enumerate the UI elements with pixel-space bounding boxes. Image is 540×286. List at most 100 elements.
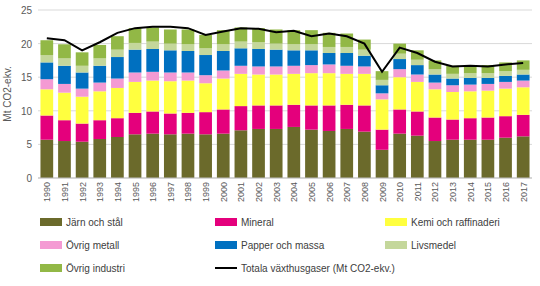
x-tick-label: 1996 (148, 182, 158, 202)
y-tick-label: 25 (21, 5, 33, 16)
bar-segment (305, 105, 318, 129)
bar-segment (164, 72, 177, 81)
bar-segment (40, 140, 53, 178)
bar-segment (40, 79, 53, 89)
x-tick-label: 2003 (272, 182, 282, 202)
bar-segment (111, 118, 124, 137)
bar-segment (217, 109, 230, 133)
bar-segment (464, 140, 477, 178)
bar-segment (287, 66, 300, 74)
legend-label: Totala växthusgaser (Mt CO2-ekv.) (241, 263, 395, 274)
bar-segment (164, 134, 177, 178)
legend-label: Livsmedel (411, 240, 456, 251)
bar-segment (146, 134, 159, 178)
bar-segment (129, 72, 142, 81)
bar-segment (358, 105, 371, 131)
bar-segment (429, 69, 442, 74)
bar-segment (517, 60, 530, 69)
y-tick-label: 5 (26, 139, 32, 150)
x-tick-label: 2009 (378, 182, 388, 202)
bar-segment (482, 91, 495, 118)
bar-segment (464, 73, 477, 78)
x-tick-label: 1997 (166, 182, 176, 202)
legend-label: Papper och massa (241, 240, 325, 251)
bar-segment (199, 55, 212, 75)
bar-segment (40, 55, 53, 62)
bar-segment (199, 83, 212, 112)
x-tick-label: 2013 (448, 182, 458, 202)
legend-swatch (385, 241, 407, 249)
bar-segment (411, 65, 424, 74)
bar-segment (340, 53, 353, 66)
bar-segment (287, 44, 300, 50)
bar-segment (235, 106, 248, 130)
bar-segment (340, 105, 353, 129)
bar-segment (340, 47, 353, 53)
bar-segment (446, 92, 459, 120)
bar-segment (182, 29, 195, 44)
bar-segment (358, 56, 371, 67)
bar-segment (217, 134, 230, 178)
x-tick-label: 2010 (395, 182, 405, 202)
y-tick-label: 15 (21, 72, 33, 83)
bar-segment (305, 73, 318, 105)
bar-segment (199, 112, 212, 134)
bar-segment (40, 116, 53, 140)
legend-swatch (40, 241, 62, 249)
bar-segment (376, 93, 389, 99)
bar-segment (446, 140, 459, 178)
bar-segment (482, 84, 495, 91)
bar-segment (446, 79, 459, 86)
bar-segment (323, 53, 336, 64)
bar-segment (376, 85, 389, 93)
bar-segment (429, 89, 442, 117)
x-tick-label: 2008 (360, 182, 370, 202)
x-tick-label: 2007 (342, 182, 352, 202)
bar-segment (305, 130, 318, 178)
bar-segment (358, 74, 371, 106)
bar-segment (323, 64, 336, 73)
y-tick-label: 10 (21, 106, 33, 117)
bar-segment (411, 82, 424, 112)
bar-segment (146, 111, 159, 133)
x-tick-label: 1992 (78, 182, 88, 202)
bar-segment (182, 134, 195, 178)
bar-segment (76, 97, 89, 124)
bar-segment (499, 116, 512, 138)
legend-swatch (40, 264, 62, 272)
bar-segment (93, 120, 106, 139)
bar-segment (287, 105, 300, 127)
x-tick-label: 2012 (430, 182, 440, 202)
bar-segment (393, 109, 406, 133)
x-tick-label: 1999 (201, 182, 211, 202)
bar-segment (358, 132, 371, 178)
bar-segment (58, 58, 71, 65)
bar-segment (129, 113, 142, 135)
chart: 0510152025Mt CO2-ekv.1990199119921993199… (0, 0, 540, 286)
bar-segment (93, 45, 106, 58)
x-tick-label: 2016 (501, 182, 511, 202)
bar-segment (411, 136, 424, 178)
bar-segment (517, 81, 530, 88)
x-tick-label: 2004 (289, 182, 299, 202)
bar-segment (429, 141, 442, 178)
grid-line (38, 10, 532, 11)
bar-segment (164, 113, 177, 134)
bar-segment (287, 74, 300, 105)
bar-segment (164, 44, 177, 51)
bar-segment (252, 66, 265, 74)
bar-segment (499, 76, 512, 82)
bar-segment (305, 44, 318, 50)
bar-segment (464, 118, 477, 140)
bar-segment (76, 72, 89, 88)
bar-segment (411, 60, 424, 65)
bar-segment (76, 52, 89, 65)
bar-segment (305, 50, 318, 65)
bar-segment (499, 138, 512, 178)
bar-segment (499, 89, 512, 117)
bar-segment (517, 70, 530, 75)
bar-segment (182, 113, 195, 134)
bar-segment (270, 75, 283, 106)
bar-segment (270, 50, 283, 67)
bar-segment (393, 69, 406, 77)
